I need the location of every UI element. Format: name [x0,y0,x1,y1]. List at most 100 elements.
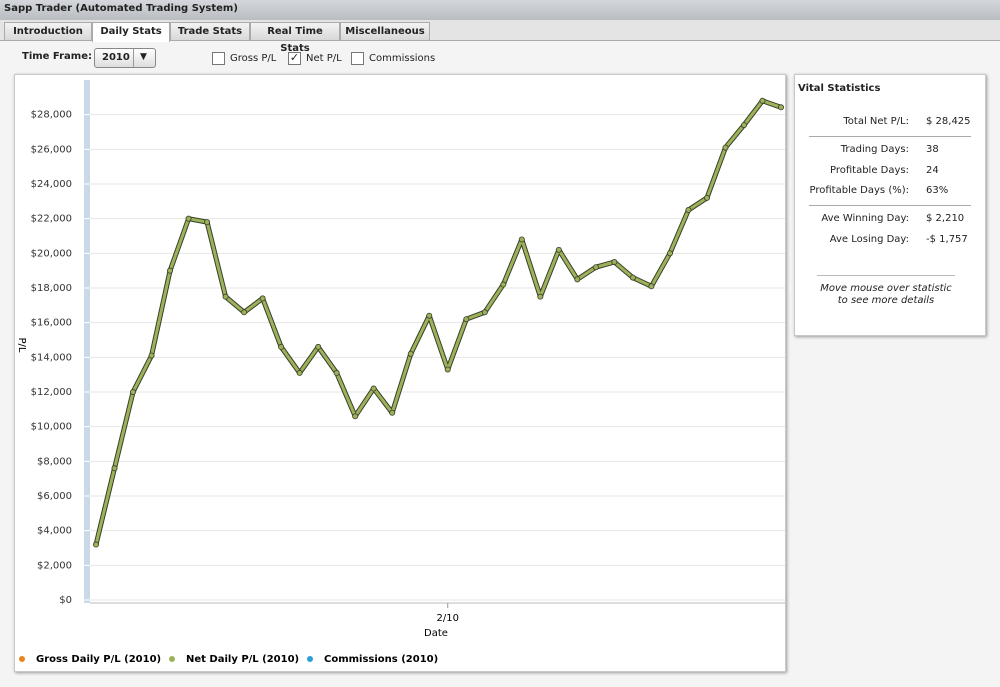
separator [809,136,971,137]
time-frame-value: 2010 [102,52,130,63]
point [481,309,488,316]
tab-bar: Introduction Daily Stats Trade Stats Real T… [0,20,1000,54]
separator [809,205,971,206]
stat-value: 63% [926,185,949,196]
y-tick-label: $16,000 [31,318,72,329]
tab[interactable]: Trade Stats [170,22,250,40]
y-tick-label: $2,000 [37,560,72,571]
point [389,409,396,416]
window-title: Sapp Trader (Automated Trading System) [0,0,1000,20]
legend-label: Commissions (2010) [324,654,438,665]
y-tick-label: $6,000 [37,491,72,502]
point [167,267,174,274]
point [555,246,562,253]
y-tick-label: $12,000 [31,387,72,398]
point [722,144,729,151]
x-tick-label: 2/10 [437,613,459,624]
tab[interactable]: Daily Stats [92,22,170,42]
vital-statistics-panel: Vital Statistics Total Net P/L: $ 28,425 T… [794,74,986,336]
point [296,369,303,376]
point [407,350,414,357]
point [204,219,211,226]
checkbox-label: Commissions [369,53,436,64]
point [592,264,599,271]
point [518,236,525,243]
point [185,215,192,222]
point [93,541,100,548]
y-tick-label: $20,000 [31,248,72,259]
vital-title: Vital Statistics [798,83,881,94]
y-tick-label: $10,000 [31,422,72,433]
y-tick-label: $24,000 [31,179,72,190]
stat-label: Ave Winning Day: [821,213,909,224]
y-tick-label: $0 [59,595,72,606]
point [315,343,322,350]
y-tick-label: $4,000 [37,526,72,537]
point [111,465,118,472]
separator [817,275,955,276]
point [370,385,377,392]
point [241,309,248,316]
point [222,293,229,300]
stat-value: $ 2,210 [926,213,965,224]
y-tick-label: $28,000 [31,110,72,121]
checkbox[interactable] [212,52,225,65]
point [352,413,359,420]
point [500,281,507,288]
y-tick-label: $8,000 [37,456,72,467]
point [778,104,785,111]
legend-label: Gross Daily P/L (2010) [36,654,161,665]
legend-label: Net Daily P/L (2010) [186,654,299,665]
x-axis-label: Date [424,628,448,639]
chart: $0 $2,000 $4,000 $6,000 $8,000 $10,000 $12,000… [16,80,785,665]
y-tick-label: $22,000 [31,214,72,225]
stat-value: -$ 1,757 [926,234,968,245]
point [574,276,581,283]
tab[interactable]: Real Time Stats [250,22,340,54]
point [148,352,155,359]
point [537,293,544,300]
point [259,295,266,302]
point [333,369,340,376]
time-frame-dropdown[interactable]: 2010 ▼ [94,48,156,68]
line [94,99,782,545]
point [648,283,655,290]
point [759,97,766,104]
stat-value: 38 [926,144,939,155]
time-frame-label: Time Frame: [22,51,93,62]
point [685,206,692,213]
point [278,343,285,350]
stat-label: Profitable Days: [830,165,909,176]
point [629,274,636,281]
point [740,122,747,129]
stat-label: Trading Days: [840,144,909,155]
point [426,312,433,319]
y-tick-label: $14,000 [31,352,72,363]
point [130,388,137,395]
stat-label: Total Net P/L: [843,116,909,127]
checkbox[interactable] [351,52,364,65]
checkbox-label: Net P/L [306,53,342,64]
stat-value: 24 [926,165,939,176]
legend-marker [306,655,314,663]
legend-marker [168,655,176,663]
checkbox-label: Gross P/L [230,53,277,64]
y-axis-bar [84,80,90,603]
y-tick-label: $18,000 [31,283,72,294]
stat-label: Profitable Days (%): [809,185,909,196]
point [703,194,710,201]
hint: Move mouse over statistic to see more de… [820,283,952,306]
checkbox[interactable]: ✓ [288,51,301,65]
stat-label: Ave Losing Day: [829,234,909,245]
legend-marker [18,655,26,663]
tab[interactable]: Miscellaneous [340,22,430,40]
point [463,316,470,323]
point [444,366,451,373]
point [666,250,673,257]
point [611,258,618,265]
tab[interactable]: Introduction [4,22,92,40]
stat-value: $ 28,425 [926,116,971,127]
y-axis-label: P/L [16,338,27,353]
y-tick-label: $26,000 [31,144,72,155]
